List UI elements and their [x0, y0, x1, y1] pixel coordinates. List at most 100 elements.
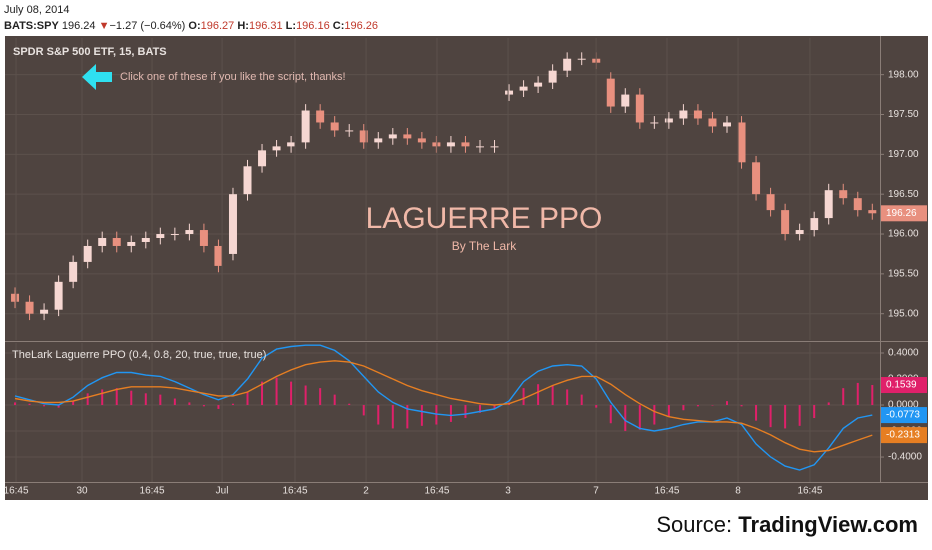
series-value-label-box: [881, 377, 927, 394]
histogram-bar: [57, 405, 60, 408]
y-tick-label: 195.00: [888, 308, 919, 319]
candle-body: [563, 58, 572, 71]
candle-body: [40, 309, 49, 314]
histogram-bar: [420, 405, 423, 426]
candle-body: [723, 122, 731, 127]
histogram-bar: [856, 382, 859, 406]
candle-body: [11, 293, 20, 302]
histogram-bar: [261, 381, 264, 406]
candle-body: [781, 210, 790, 235]
close-label: C:: [332, 20, 345, 32]
candle-body: [635, 94, 644, 123]
candle-body: [54, 281, 63, 310]
open: 196.27: [200, 20, 235, 32]
candle-body: [708, 118, 717, 127]
annotation: Click one of these if you like the scrip…: [120, 71, 346, 83]
series-value-label: -0.0773: [886, 410, 920, 421]
histogram-bar: [478, 405, 481, 413]
candle-body: [839, 190, 848, 199]
candle-body: [664, 118, 673, 123]
change-arrow: ▼: [98, 20, 110, 32]
y-tick-label: 197.50: [888, 109, 919, 120]
candle-body: [156, 234, 165, 239]
candle-body: [69, 261, 78, 282]
histogram-bar: [28, 403, 31, 406]
histogram-bar: [566, 389, 569, 406]
low: 196.16: [296, 20, 330, 32]
candle-body: [127, 241, 136, 246]
histogram-bar: [682, 405, 685, 411]
histogram-bar: [537, 384, 540, 406]
candle-body: [534, 82, 543, 87]
x-tick-label: 30: [76, 486, 88, 497]
candle-body: [25, 301, 34, 314]
candle-body: [752, 162, 761, 195]
histogram-bar: [638, 405, 641, 430]
indicator-pane: [5, 343, 880, 482]
candle-body: [446, 142, 455, 147]
y-tick-label: 0.4000: [888, 348, 919, 359]
y-tick-label: 0.0000: [888, 400, 919, 411]
candle-body: [795, 230, 804, 235]
histogram-bar: [696, 405, 699, 407]
candle-body: [98, 238, 107, 246]
candle-body: [417, 138, 426, 143]
histogram-bar: [14, 402, 17, 406]
y-tick-label: -0.4000: [888, 452, 922, 463]
histogram-bar: [348, 403, 351, 406]
source-name: TradingView.com: [738, 512, 918, 537]
candle-body: [766, 194, 775, 211]
histogram-bar: [319, 388, 322, 406]
histogram-bar: [188, 402, 191, 406]
series-value-label: 0.1539: [886, 380, 917, 391]
histogram-bar: [101, 389, 104, 406]
candle-body: [359, 130, 368, 143]
candle-body: [548, 70, 557, 83]
histogram-bar: [333, 394, 336, 406]
histogram-bar: [290, 381, 293, 406]
series-value-label: -0.2313: [886, 430, 920, 441]
candle-body: [853, 198, 862, 211]
last-price-label: 196.26: [886, 208, 917, 219]
histogram-bar: [769, 405, 772, 428]
histogram-bar: [667, 405, 670, 417]
candle-body: [737, 122, 746, 163]
price-axis: 195.00 195.50 196.00 196.50 197.00 197.50 198.…: [880, 69, 927, 463]
x-tick-label: 16:45: [797, 486, 822, 497]
candle-body: [868, 210, 877, 214]
candle-body: [243, 166, 252, 195]
x-tick-label: 16:45: [140, 486, 165, 497]
date: July 08, 2014: [4, 4, 70, 16]
series-value-label-box: [881, 407, 927, 424]
histogram-bar: [246, 392, 249, 406]
header: July 08, 2014 BATS:SPY 196.24 ▼−1.27 (−0…: [4, 2, 378, 34]
histogram-bar: [522, 388, 525, 406]
candle-body: [824, 190, 833, 219]
candle-body: [330, 122, 339, 131]
quote-line: BATS:SPY 196.24 ▼−1.27 (−0.64%) O:196.27…: [4, 18, 378, 34]
high: 196.31: [248, 20, 283, 32]
histogram-bar: [784, 405, 787, 429]
candle-body: [693, 110, 702, 119]
candle-body: [606, 78, 615, 107]
chart-title: SPDR S&P 500 ETF, 15, BATS: [13, 46, 167, 58]
candle-body: [185, 230, 194, 235]
y-tick-label: 198.00: [888, 69, 919, 80]
histogram-bar: [159, 394, 162, 406]
candle-body: [228, 194, 237, 254]
candle-body: [490, 146, 499, 148]
histogram-bar: [217, 405, 220, 409]
histogram-bar: [464, 405, 467, 419]
histogram-bar: [86, 393, 89, 406]
candle-body: [519, 86, 528, 91]
x-tick-label: 16:45: [4, 486, 29, 497]
histogram-bar: [551, 385, 554, 406]
x-tick-label: 3: [505, 486, 511, 497]
candle-body: [301, 110, 310, 143]
chart-background: [5, 36, 928, 500]
candle-body: [461, 142, 470, 147]
series-value-label-box: [881, 427, 927, 444]
histogram-bar: [580, 394, 583, 406]
candle-body: [199, 230, 208, 246]
